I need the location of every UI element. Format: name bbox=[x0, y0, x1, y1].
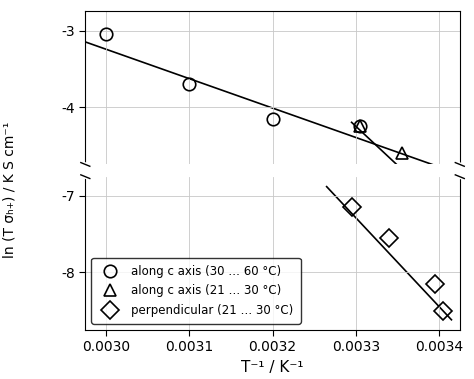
X-axis label: T⁻¹ / K⁻¹: T⁻¹ / K⁻¹ bbox=[241, 360, 304, 375]
Text: ln (T σₕ₊) / K S cm⁻¹: ln (T σₕ₊) / K S cm⁻¹ bbox=[2, 121, 17, 258]
Legend: along c axis (30 … 60 °C), along c axis (21 … 30 °C), perpendicular (21 … 30 °C): along c axis (30 … 60 °C), along c axis … bbox=[91, 258, 301, 324]
